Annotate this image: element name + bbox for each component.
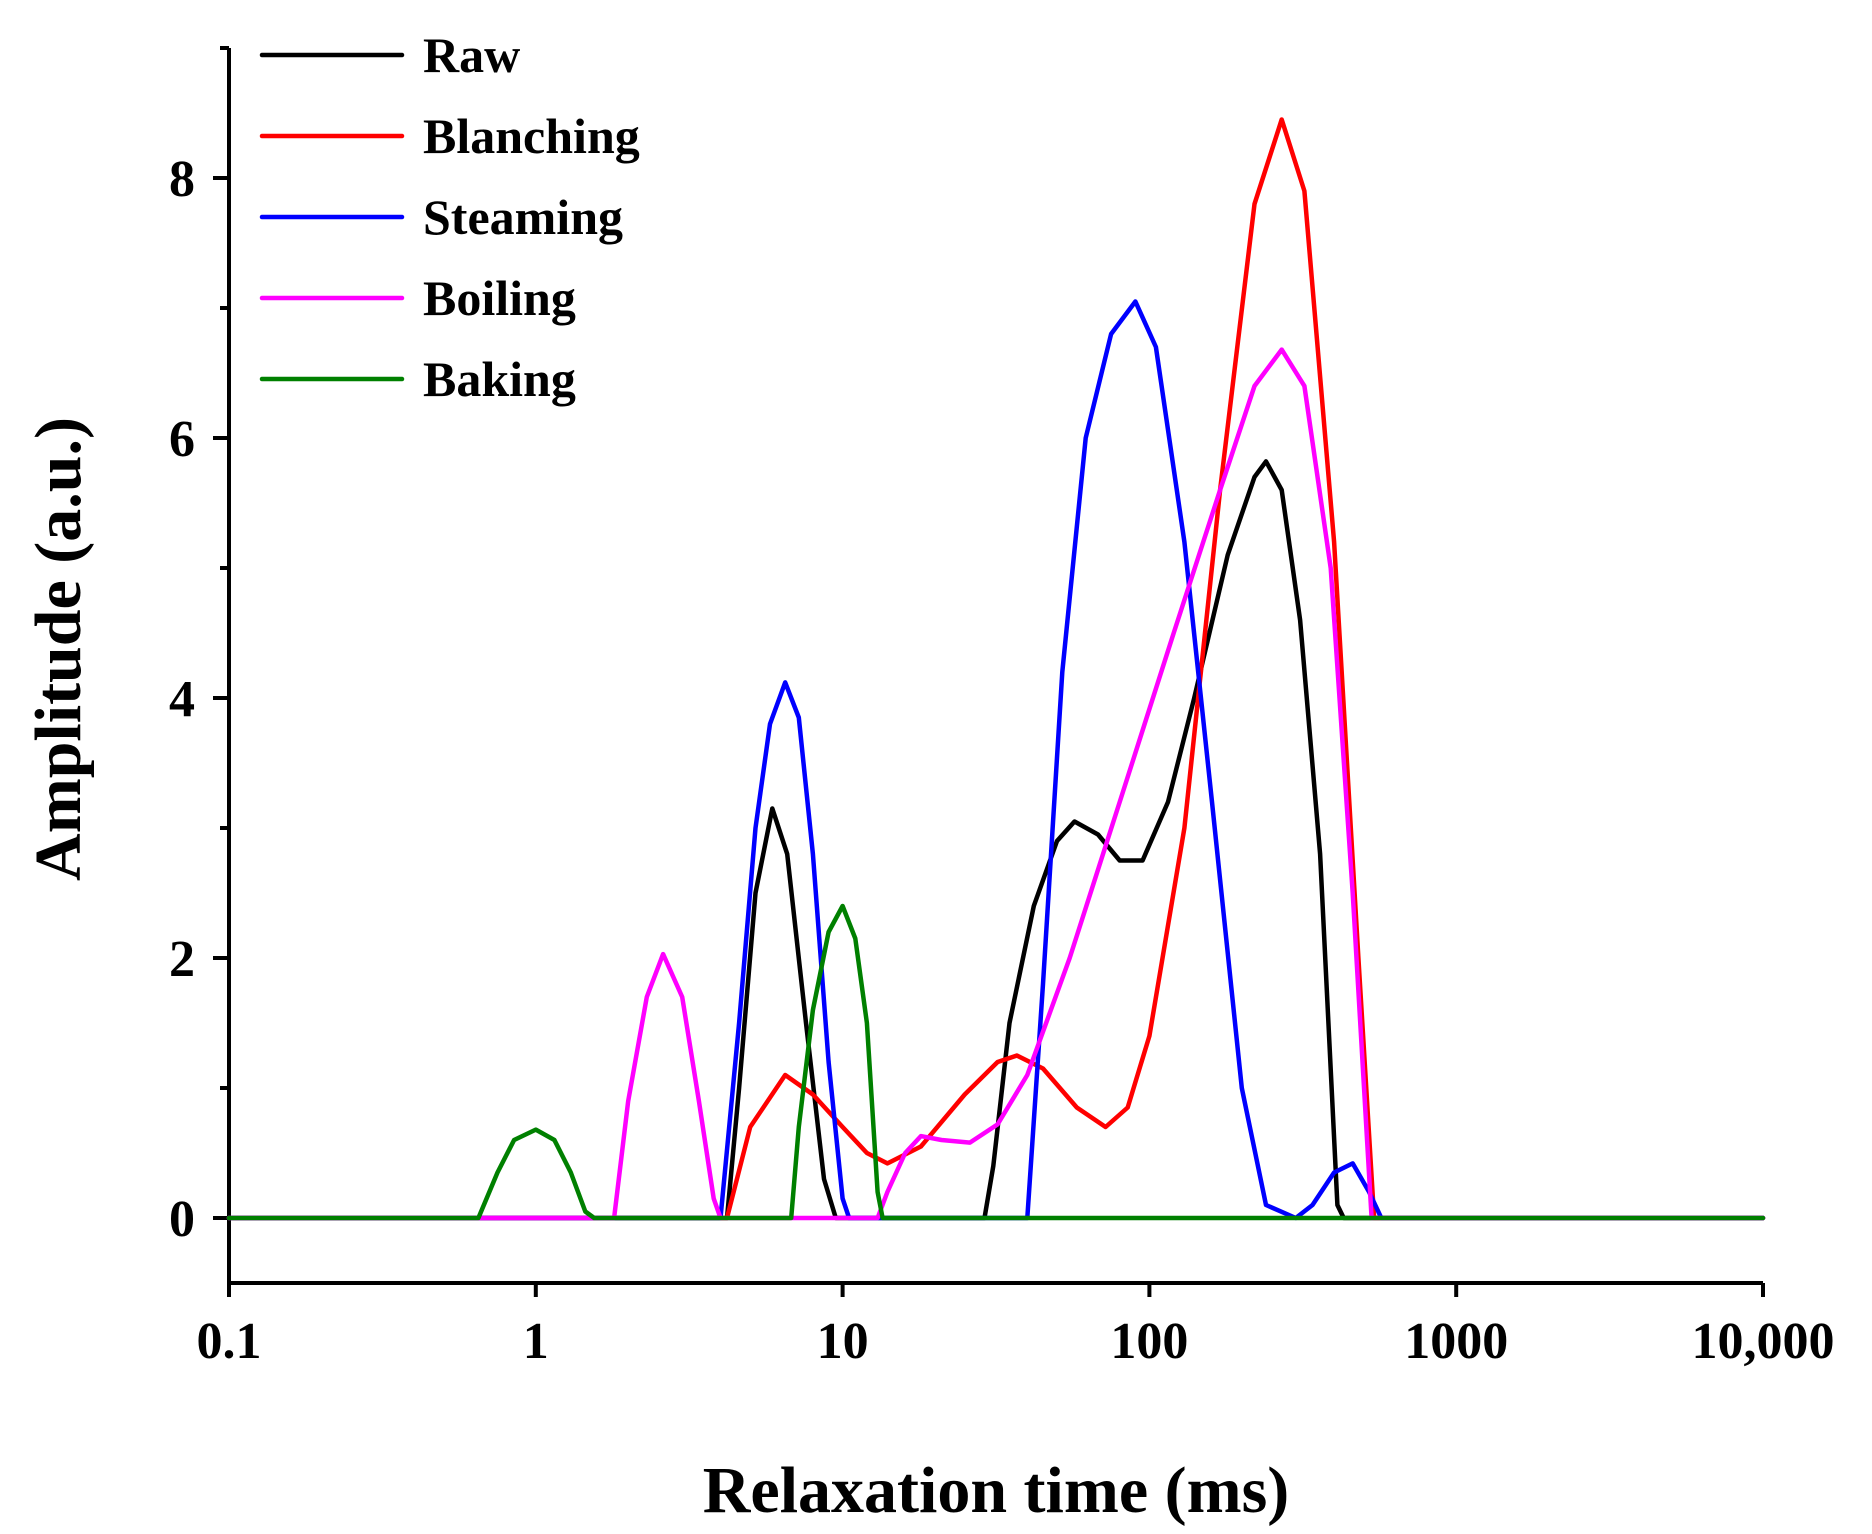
x-ticks: 0.1 1 10 100 1000 10,000 [197, 1283, 1835, 1370]
series-lines [226, 117, 1766, 1221]
x-tick-label: 0.1 [197, 1313, 262, 1370]
y-tick-label: 6 [169, 411, 195, 468]
y-tick-label: 8 [169, 151, 195, 208]
series-line-raw [226, 459, 1766, 1221]
series-line-steaming [226, 299, 1766, 1221]
y-tick-label: 2 [169, 931, 195, 988]
x-tick-label: 10 [817, 1313, 869, 1370]
x-tick-label: 100 [1110, 1313, 1188, 1370]
legend: Raw Blanching Steaming Boiling Baking [259, 27, 640, 407]
series-line-blanching [226, 117, 1766, 1221]
series-line-boiling [226, 347, 1766, 1221]
y-ticks: 0 2 4 6 8 [169, 46, 229, 1248]
y-tick-label: 4 [169, 671, 195, 728]
series-line-baking [226, 903, 1766, 1221]
y-tick-label: 0 [169, 1191, 195, 1248]
y-axis-title: Amplitude (a.u.) [22, 417, 95, 881]
legend-label: Raw [423, 27, 520, 83]
legend-label: Boiling [423, 270, 576, 326]
legend-label: Steaming [423, 189, 623, 245]
x-tick-label: 1000 [1404, 1313, 1508, 1370]
x-tick-label: 10,000 [1692, 1313, 1835, 1370]
legend-label: Baking [423, 351, 576, 407]
legend-label: Blanching [423, 108, 640, 164]
axes [227, 48, 1763, 1285]
x-tick-label: 1 [523, 1313, 549, 1370]
x-axis-title: Relaxation time (ms) [703, 1454, 1290, 1527]
